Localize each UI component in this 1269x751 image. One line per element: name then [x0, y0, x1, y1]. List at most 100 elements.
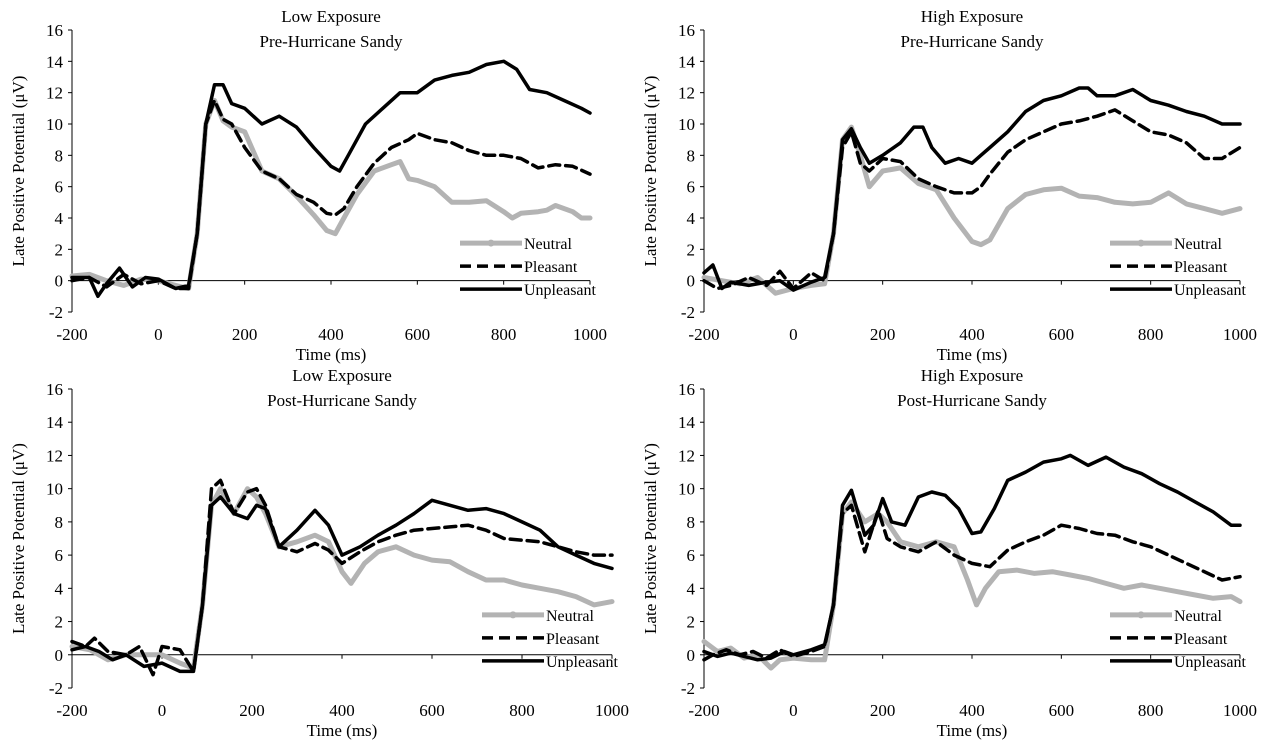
y-tick-label: 10 — [46, 115, 63, 134]
x-tick-label: -200 — [688, 325, 719, 344]
legend-label-pleasant: Pleasant — [524, 259, 578, 276]
y-tick-label: 14 — [46, 52, 64, 71]
chart-panel-low-exposure-post: -2 0 2 4 6 8 10 12 14 16 -200 0 200 400 600 800 1000 Low … — [9, 366, 629, 740]
x-tick-label: -200 — [56, 701, 87, 720]
x-tick-label: 800 — [1138, 701, 1164, 720]
x-tick-label: 0 — [158, 701, 167, 720]
legend-label-neutral: Neutral — [1174, 608, 1223, 625]
series-line-pleasant — [702, 503, 1242, 662]
legend-label-neutral: Neutral — [546, 608, 595, 625]
chart-panel-high-exposure-pre: -2 0 2 4 6 8 10 12 14 16 -200 0 200 400 600 800 1000 High… — [641, 7, 1257, 364]
x-tick-label: 200 — [870, 701, 896, 720]
y-tick-label: 6 — [55, 546, 64, 565]
x-axis-label: Time (ms) — [307, 721, 378, 740]
x-tick-label: 600 — [419, 701, 445, 720]
series-line-unpleasant — [702, 453, 1242, 662]
y-tick-label: 2 — [55, 240, 64, 259]
x-tick-label: 800 — [509, 701, 535, 720]
y-axis-label: Late Positive Potential (μV) — [9, 76, 28, 267]
y-tick-label: 14 — [46, 413, 64, 432]
x-tick-label: 1000 — [595, 701, 629, 720]
legend-marker — [487, 239, 495, 247]
y-tick-label: 14 — [678, 52, 696, 71]
x-axis-label: Time (ms) — [937, 721, 1008, 740]
legend-label-unpleasant: Unpleasant — [546, 654, 619, 671]
series-line-neutral — [701, 124, 1243, 296]
y-tick-label: 4 — [55, 579, 64, 598]
y-tick-label: -2 — [49, 679, 63, 698]
chart-subtitle: Post-Hurricane Sandy — [897, 391, 1047, 410]
y-tick-label: 10 — [46, 480, 63, 499]
y-tick-label: 12 — [46, 84, 63, 103]
y-tick-label: 0 — [55, 272, 64, 291]
y-tick-label: 0 — [687, 646, 696, 665]
x-tick-label: 400 — [329, 701, 355, 720]
legend-label-pleasant: Pleasant — [546, 631, 600, 648]
series-line-unpleasant — [702, 86, 1242, 292]
x-tick-label: 0 — [154, 325, 163, 344]
y-tick-label: 16 — [678, 21, 695, 40]
chart-title: High Exposure — [921, 366, 1023, 385]
y-axis-label: Late Positive Potential (μV) — [9, 443, 28, 634]
x-tick-label: 400 — [959, 325, 985, 344]
series-line-unpleasant — [70, 495, 614, 674]
chart-subtitle: Post-Hurricane Sandy — [267, 391, 417, 410]
legend-label-unpleasant: Unpleasant — [1174, 654, 1247, 671]
legend-label-pleasant: Pleasant — [1174, 631, 1228, 648]
x-tick-label: 200 — [870, 325, 896, 344]
legend-marker — [1137, 239, 1145, 247]
x-tick-label: 600 — [405, 325, 431, 344]
legend-label-neutral: Neutral — [524, 236, 573, 253]
y-tick-label: 16 — [46, 380, 63, 399]
x-tick-label: 1000 — [1223, 701, 1257, 720]
legend-label-neutral: Neutral — [1174, 236, 1223, 253]
series-line-pleasant — [702, 108, 1242, 291]
chart-panel-low-exposure-pre: -2 0 2 4 6 8 10 12 14 16 -200 0 200 400 600 800 1000 Low … — [9, 7, 607, 364]
x-tick-label: 400 — [959, 701, 985, 720]
chart-title: Low Exposure — [281, 7, 381, 26]
x-tick-label: 400 — [318, 325, 344, 344]
x-tick-label: 1000 — [1223, 325, 1257, 344]
y-tick-label: 4 — [55, 209, 64, 228]
y-tick-label: 0 — [687, 272, 696, 291]
series-line-neutral — [701, 499, 1243, 671]
x-tick-label: 800 — [1138, 325, 1164, 344]
y-axis-label: Late Positive Potential (μV) — [641, 443, 660, 634]
y-tick-label: 8 — [55, 513, 64, 532]
series-line-neutral — [69, 98, 593, 291]
y-tick-label: 16 — [46, 21, 63, 40]
series-line-pleasant — [70, 478, 614, 677]
y-tick-label: 16 — [678, 380, 695, 399]
y-tick-label: 8 — [55, 146, 64, 165]
y-tick-label: 6 — [55, 178, 64, 197]
x-tick-label: 600 — [1049, 701, 1075, 720]
y-tick-label: 2 — [55, 613, 64, 632]
y-tick-label: 4 — [687, 209, 696, 228]
y-tick-label: 2 — [687, 240, 696, 259]
legend-label-pleasant: Pleasant — [1174, 259, 1228, 276]
x-axis-label: Time (ms) — [937, 345, 1008, 364]
y-tick-label: 12 — [678, 84, 695, 103]
x-tick-label: 0 — [789, 701, 798, 720]
y-tick-label: 8 — [687, 146, 696, 165]
chart-subtitle: Pre-Hurricane Sandy — [259, 32, 403, 51]
x-tick-label: 200 — [232, 325, 258, 344]
y-tick-label: 4 — [687, 579, 696, 598]
y-tick-label: 8 — [687, 513, 696, 532]
y-tick-label: -2 — [681, 679, 695, 698]
legend-marker — [1137, 611, 1145, 619]
y-tick-label: 2 — [687, 613, 696, 632]
x-tick-label: 200 — [239, 701, 265, 720]
y-tick-label: 14 — [678, 413, 696, 432]
legend-label-unpleasant: Unpleasant — [524, 282, 597, 299]
series-line-neutral — [69, 486, 615, 671]
chart-panel-high-exposure-post: -2 0 2 4 6 8 10 12 14 16 -200 0 200 400 600 800 1000 High… — [641, 366, 1257, 740]
chart-title: High Exposure — [921, 7, 1023, 26]
y-tick-label: 0 — [55, 646, 64, 665]
x-tick-label: -200 — [56, 325, 87, 344]
y-tick-label: 12 — [46, 446, 63, 465]
y-tick-label: 6 — [687, 546, 696, 565]
x-tick-label: 0 — [789, 325, 798, 344]
chart-title: Low Exposure — [292, 366, 392, 385]
